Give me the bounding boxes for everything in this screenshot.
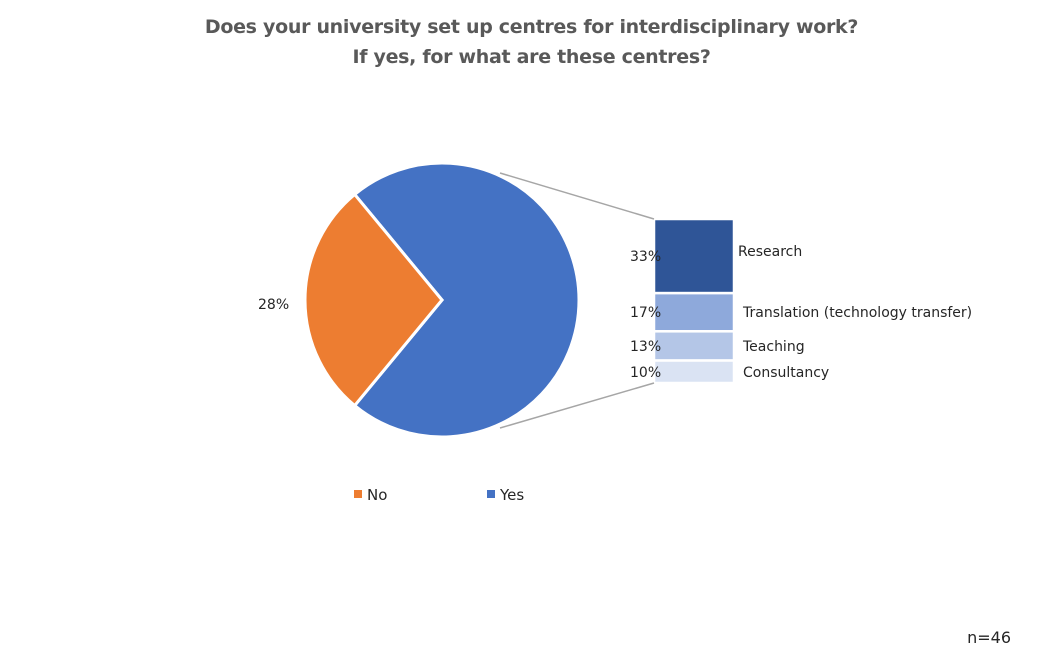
breakdown-bar-translation-technology-transfer: [652, 291, 736, 333]
breakdown-value-teaching: 13%: [630, 339, 661, 355]
chart-title-line-2: If yes, for what are these centres?: [352, 46, 711, 68]
chart-title-line-1: Does your university set up centres for …: [204, 16, 859, 38]
breakdown-label-consultancy: Consultancy: [743, 365, 829, 381]
breakdown-value-consultancy: 10%: [630, 365, 661, 381]
breakdown-label-research: Research: [738, 244, 802, 260]
breakdown-bar-consultancy: [652, 359, 736, 385]
legend-label-no: No: [367, 486, 387, 504]
breakdown-bar-research: [652, 217, 736, 295]
sample-size-note: n=46: [967, 628, 1011, 647]
legend-marker-no: [354, 490, 362, 498]
breakdown-label-translation-technology-transfer: Translation (technology transfer): [742, 305, 972, 321]
pie-slice-yes: [352, 161, 581, 439]
pie-label-no: 28%: [258, 297, 289, 313]
legend-label-yes: Yes: [499, 486, 524, 504]
breakdown-value-translation-technology-transfer: 17%: [630, 305, 661, 321]
breakdown-label-teaching: Teaching: [742, 339, 805, 355]
breakdown-bar-teaching: [652, 330, 736, 362]
connector-line-top: [499, 172, 655, 220]
connector-line-bottom: [499, 382, 655, 429]
legend-marker-yes: [487, 490, 495, 498]
pie-slice-no: [303, 192, 444, 408]
breakdown-value-research: 33%: [630, 249, 661, 265]
